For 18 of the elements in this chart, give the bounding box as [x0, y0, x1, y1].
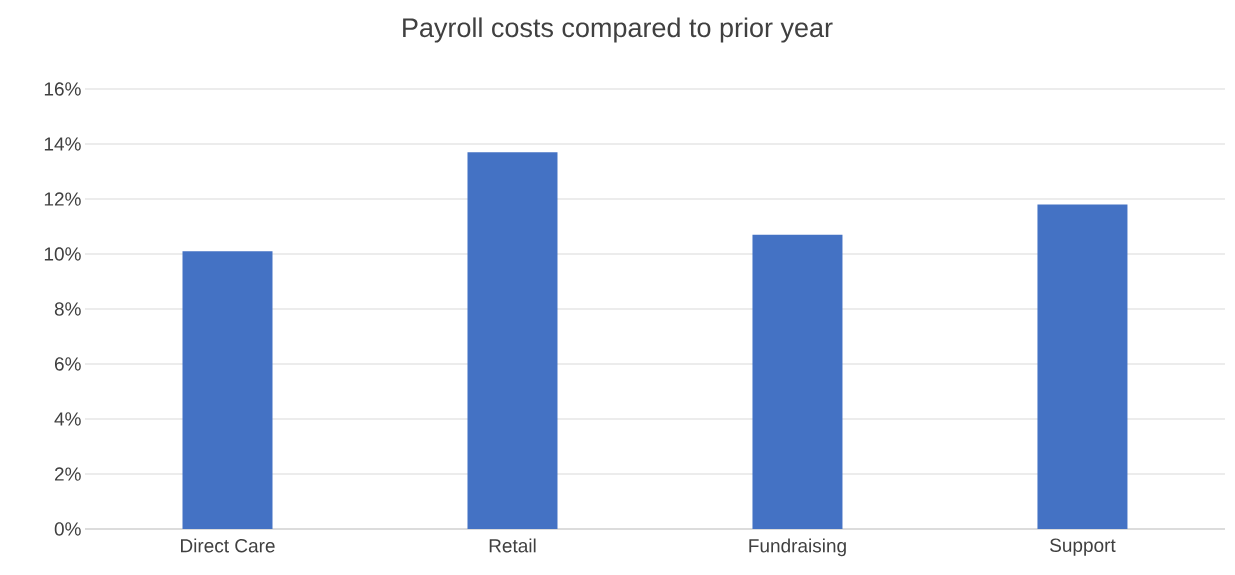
y-tick-label: 16%	[44, 82, 81, 96]
bar	[1037, 204, 1128, 529]
y-tick-label: 0%	[54, 522, 81, 536]
x-tick-label: Direct Care	[181, 538, 275, 553]
y-tick-label: 10%	[44, 247, 81, 261]
x-tick-label: Fundraising	[749, 538, 846, 557]
x-tick-label: Retail	[489, 538, 536, 553]
bar	[467, 152, 558, 529]
y-tick-label: 14%	[44, 137, 81, 151]
y-tick-label: 4%	[54, 412, 81, 426]
bar	[752, 234, 843, 529]
chart-title: Payroll costs compared to prior year	[403, 17, 833, 43]
x-tick-label: Support	[1050, 538, 1116, 556]
y-tick-label: 6%	[54, 357, 81, 371]
y-tick-label: 8%	[54, 302, 81, 316]
y-tick-label: 2%	[54, 467, 81, 481]
y-tick-label: 12%	[44, 192, 81, 206]
bar	[182, 251, 273, 529]
